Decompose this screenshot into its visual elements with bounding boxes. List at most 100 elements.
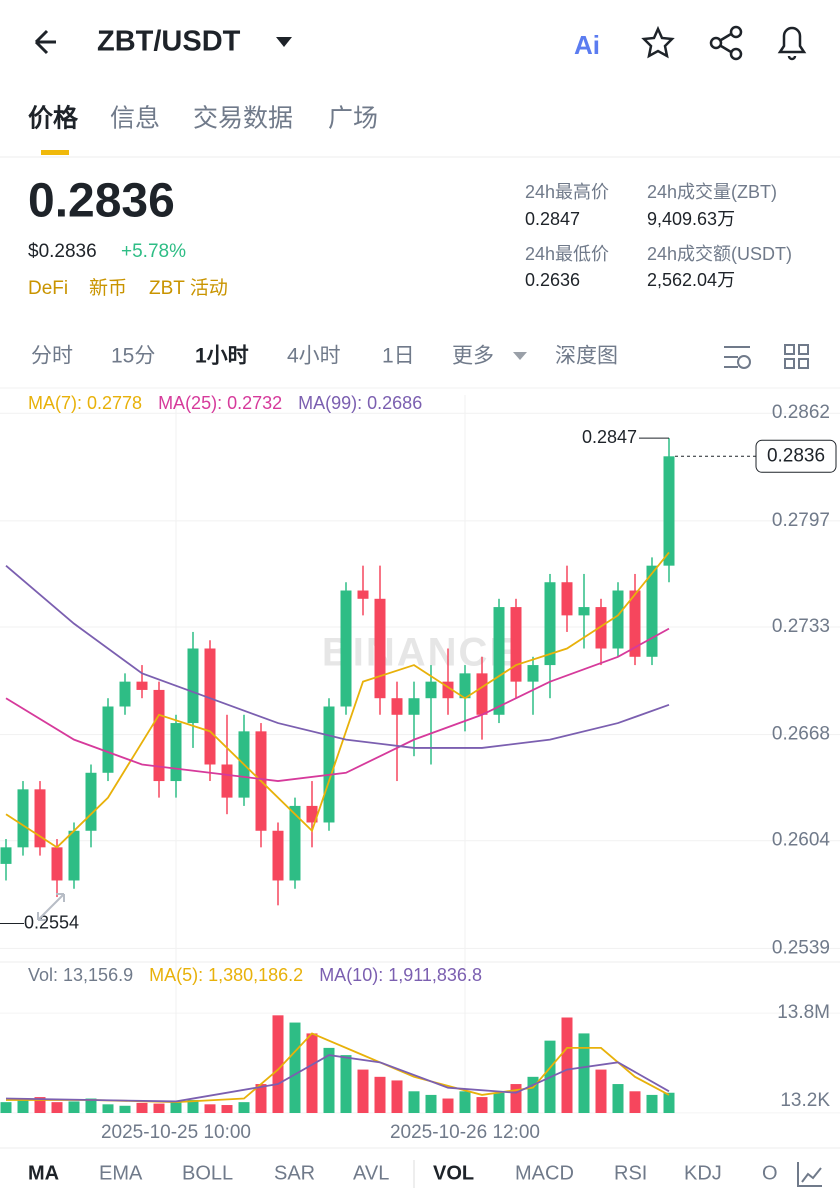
tab[interactable]: 交易数据 (193, 105, 293, 133)
stat-label: 24h成交量(ZBT) (647, 182, 777, 202)
ai-icon[interactable]: Ai (574, 30, 600, 60)
candle-body (663, 456, 675, 566)
chart-icon[interactable] (797, 1162, 822, 1187)
y-tick-label: 0.2862 (772, 402, 830, 423)
indicator-tab[interactable]: SAR (274, 1162, 315, 1184)
volume-bar (204, 1104, 216, 1113)
tag[interactable]: 新币 (89, 277, 127, 299)
ma-legend: MA(99): 0.2686 (298, 393, 422, 413)
layout-icon[interactable] (784, 344, 809, 369)
volume-bar (68, 1101, 80, 1113)
ma-line (5, 551, 670, 849)
interval[interactable]: 更多 (452, 345, 494, 368)
candle-body (68, 830, 80, 881)
ma-line (5, 627, 670, 782)
candle-body (646, 565, 658, 657)
candle-body (595, 607, 607, 649)
interval[interactable]: 深度图 (555, 345, 618, 368)
vol-tick-label: 13.2K (780, 1090, 830, 1111)
candle-body (459, 673, 471, 699)
volume-bar (646, 1094, 658, 1113)
more-icon[interactable] (513, 352, 527, 360)
indicator-tab[interactable]: MA (28, 1162, 59, 1184)
indicator-tab[interactable]: BOLL (182, 1162, 233, 1184)
volume-bar (612, 1084, 624, 1113)
y-tick-label: 0.2604 (772, 830, 831, 851)
y-tick-label: 0.2668 (772, 724, 830, 745)
candle-body (340, 590, 352, 707)
back-icon[interactable] (34, 29, 56, 55)
candle-body (544, 582, 556, 666)
indicator-tab[interactable]: VOL (433, 1162, 474, 1184)
candle-body (102, 706, 114, 773)
candle-body (221, 764, 233, 798)
indicator-tab[interactable]: RSI (614, 1162, 647, 1184)
interval[interactable]: 分时 (31, 345, 73, 368)
volume-bar (561, 1017, 573, 1113)
bell-icon[interactable] (777, 26, 807, 61)
tab[interactable]: 价格 (28, 104, 79, 133)
interval[interactable]: 1日 (382, 345, 415, 368)
settings-icon[interactable] (724, 346, 751, 369)
volume-bar (391, 1080, 403, 1113)
volume-bar (221, 1105, 233, 1113)
candle-body (629, 590, 641, 657)
watermark: BINANCE (322, 631, 518, 675)
ma-line (5, 1054, 670, 1103)
ma-legend: MA(7): 0.2778 (28, 393, 142, 413)
interval[interactable]: 1小时 (195, 345, 249, 368)
vol-tick-label: 13.8M (777, 1002, 830, 1023)
volume-bar (374, 1076, 386, 1113)
candle-body (493, 607, 505, 715)
volume-bar (629, 1091, 641, 1113)
candle-body (153, 689, 165, 782)
candle-body (578, 607, 590, 616)
stat-label: 24h成交额(USDT) (647, 244, 792, 264)
candle-body (357, 590, 369, 599)
volume-bar (357, 1069, 369, 1113)
tag[interactable]: DeFi (28, 278, 68, 299)
dropdown-icon[interactable] (276, 37, 292, 47)
volume-bar (17, 1099, 29, 1113)
candle-body (136, 681, 148, 690)
indicator-tab[interactable]: MACD (515, 1162, 574, 1184)
candle-body (476, 673, 488, 715)
y-tick-label: 0.2797 (772, 510, 830, 531)
volume-bar (442, 1098, 454, 1113)
tab[interactable]: 广场 (328, 105, 378, 133)
ma-line (5, 564, 670, 749)
interval[interactable]: 15分 (111, 345, 155, 368)
pair-title[interactable]: ZBT/USDT (97, 26, 241, 58)
volume-bar (595, 1069, 607, 1113)
indicator-tab[interactable]: AVL (353, 1162, 389, 1184)
stat-value: 0.2636 (525, 270, 580, 290)
volume-bar (323, 1047, 335, 1113)
indicator-tab[interactable]: EMA (99, 1162, 143, 1184)
tab-indicator (41, 150, 69, 155)
tag[interactable]: ZBT 活动 (149, 277, 228, 299)
indicator-tab[interactable]: O (762, 1162, 778, 1184)
y-tick-label: 0.2539 (772, 937, 830, 958)
expand-icon (37, 893, 65, 921)
share-icon[interactable] (709, 25, 743, 61)
last-price-box (755, 439, 837, 473)
vol-ma-legend: MA(10): 1,911,836.8 (319, 965, 482, 985)
star-icon[interactable] (641, 25, 675, 59)
indicator-tab[interactable]: KDJ (684, 1162, 722, 1184)
low-label: 0.2554 (24, 912, 79, 932)
stat-value: 9,409.63万 (647, 209, 735, 229)
volume-bar (527, 1076, 539, 1113)
kline-chart: 0.2862 0.2797 0.2733 0.2668 0.2604 0.2539 13.8… (0, 393, 840, 1143)
x-tick-label: 2025-10-26 12:00 (390, 1122, 540, 1143)
candle-body (85, 772, 97, 831)
last-price: 0.2836 (28, 175, 175, 228)
candle-body (119, 681, 131, 707)
last-price-label: 0.2836 (767, 445, 825, 466)
interval[interactable]: 4小时 (287, 345, 341, 368)
tab[interactable]: 信息 (110, 105, 160, 133)
candle-body (34, 789, 46, 848)
volume-bar (578, 1033, 590, 1113)
volume-bar (272, 1015, 284, 1113)
candle-body (0, 847, 12, 864)
